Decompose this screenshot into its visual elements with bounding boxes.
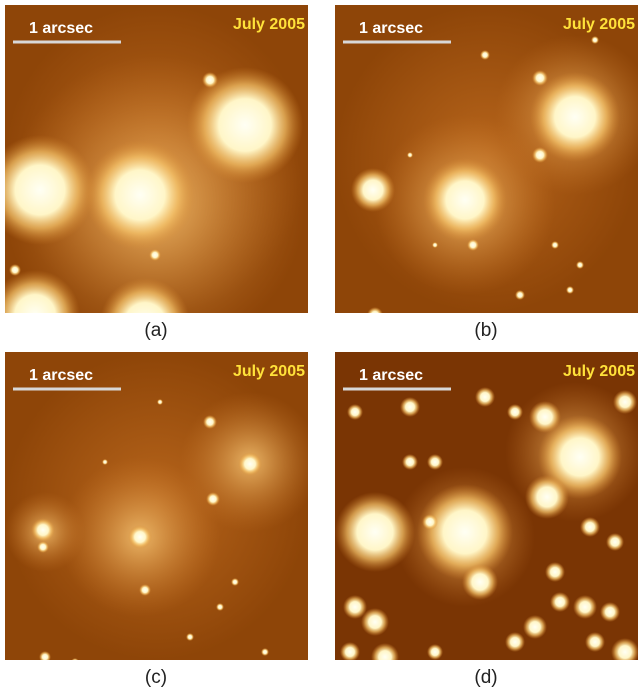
star	[580, 517, 600, 537]
panel-caption: (b)	[474, 320, 497, 341]
star	[361, 608, 389, 636]
star	[340, 642, 360, 660]
star	[85, 140, 195, 250]
star	[31, 518, 55, 542]
star	[600, 602, 620, 622]
scale-label: 1 arcsec	[29, 367, 93, 384]
star	[39, 651, 51, 660]
star	[417, 484, 513, 580]
image	[5, 352, 308, 660]
star	[538, 415, 622, 499]
star	[545, 562, 565, 582]
star	[407, 152, 413, 158]
star	[402, 454, 418, 470]
image-panel: 1 arcsec July 2005	[5, 5, 308, 313]
star	[367, 307, 383, 313]
star	[523, 615, 547, 639]
star	[591, 36, 599, 44]
image-panel: 1 arcsec July 2005	[5, 352, 308, 660]
panel-caption: (d)	[474, 667, 497, 688]
star	[5, 135, 95, 245]
star	[139, 584, 151, 596]
star	[149, 249, 161, 261]
star	[206, 492, 220, 506]
star	[475, 387, 495, 407]
star	[462, 564, 498, 600]
panel-caption: (c)	[145, 667, 167, 688]
date-label: July 2005	[563, 16, 635, 33]
star	[566, 286, 574, 294]
star	[347, 404, 363, 420]
star	[157, 399, 163, 405]
star	[422, 514, 438, 530]
star	[101, 278, 189, 313]
star	[238, 452, 262, 476]
star	[351, 168, 395, 212]
star	[335, 492, 415, 572]
star	[202, 72, 218, 88]
star	[532, 147, 548, 163]
star	[231, 578, 239, 586]
date-label: July 2005	[233, 16, 305, 33]
star	[187, 67, 303, 183]
star	[400, 397, 420, 417]
scale-label: 1 arcsec	[359, 367, 423, 384]
star	[515, 290, 525, 300]
star	[573, 595, 597, 619]
image-panel: 1 arcsec July 2005	[335, 5, 638, 313]
scale-label: 1 arcsec	[359, 20, 423, 37]
star	[551, 241, 559, 249]
star	[480, 50, 490, 60]
star	[613, 390, 637, 414]
star	[467, 239, 479, 251]
star	[216, 603, 224, 611]
scale-label: 1 arcsec	[29, 20, 93, 37]
image	[335, 5, 638, 313]
star	[532, 70, 548, 86]
star	[530, 72, 620, 162]
star	[427, 454, 443, 470]
star	[186, 633, 194, 641]
star	[427, 644, 443, 660]
star	[432, 242, 438, 248]
image-panel: 1 arcsec July 2005	[335, 352, 638, 660]
star	[9, 264, 21, 276]
star	[371, 643, 399, 660]
star	[128, 525, 152, 549]
star	[529, 401, 561, 433]
star	[611, 638, 638, 660]
star	[606, 533, 624, 551]
date-label: July 2005	[563, 363, 635, 380]
panel-caption: (a)	[144, 320, 167, 341]
star	[507, 404, 523, 420]
image	[5, 5, 308, 313]
star	[505, 632, 525, 652]
star	[37, 541, 49, 553]
star	[71, 658, 79, 660]
star	[550, 592, 570, 612]
star	[261, 648, 269, 656]
star	[525, 475, 569, 519]
star	[343, 595, 367, 619]
star	[5, 270, 80, 313]
date-label: July 2005	[233, 363, 305, 380]
star	[423, 158, 507, 242]
star	[203, 415, 217, 429]
star	[585, 632, 605, 652]
image	[335, 352, 638, 660]
star	[576, 261, 584, 269]
star	[102, 459, 108, 465]
